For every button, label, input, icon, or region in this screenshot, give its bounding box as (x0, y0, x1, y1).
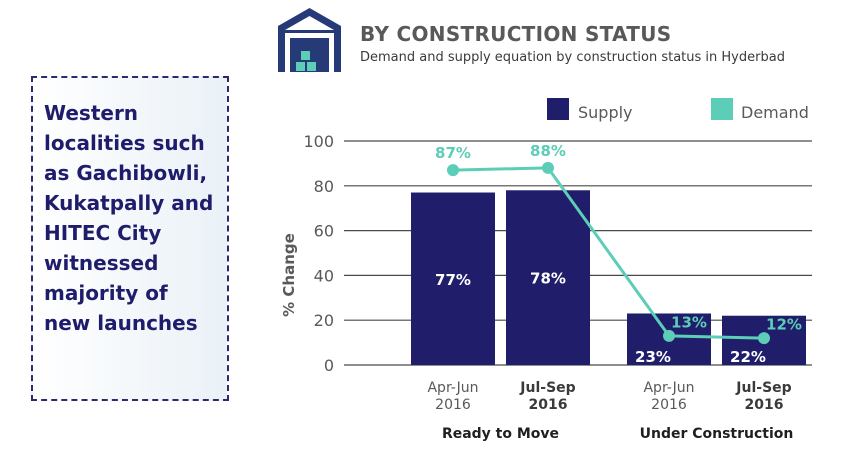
y-tick-label: 40 (314, 266, 334, 285)
demand-point (663, 329, 675, 342)
x-tick-year: 2016 (651, 397, 687, 413)
demand-data-label: 13% (671, 313, 707, 331)
demand-data-label: 88% (530, 142, 566, 160)
y-tick-label: 0 (324, 356, 334, 375)
demand-line (447, 161, 770, 345)
y-axis-ticks: 0 20 40 60 80 100 (303, 132, 334, 375)
y-axis-label: % Change (280, 233, 298, 317)
supply-data-label: 77% (435, 271, 471, 289)
demand-data-label: 12% (766, 316, 802, 334)
warehouse-icon (278, 8, 341, 72)
y-tick-label: 80 (314, 177, 334, 196)
y-tick-label: 60 (314, 222, 334, 241)
data-labels: 77% 78% 23% 22% 87% 88% 13% 12% (435, 142, 802, 366)
demand-line-path (452, 166, 765, 340)
x-tick-year: 2016 (745, 397, 784, 413)
legend-swatch-demand (711, 98, 733, 120)
legend: Supply Demand (547, 98, 809, 122)
demand-point (447, 164, 459, 177)
legend-label-demand: Demand (741, 103, 809, 122)
demand-point (758, 332, 770, 345)
y-tick-label: 100 (303, 132, 334, 151)
supply-data-label: 78% (530, 270, 566, 288)
supply-bar (411, 192, 495, 365)
x-tick-period: Apr-Jun (643, 380, 694, 396)
x-tick-year: 2016 (435, 397, 471, 413)
x-tick-period: Jul-Sep (735, 380, 791, 396)
y-tick-label: 20 (314, 311, 334, 330)
demand-point (542, 161, 554, 174)
chart-title: BY CONSTRUCTION STATUS (360, 22, 672, 46)
supply-data-label: 22% (730, 348, 766, 366)
x-tick-year: 2016 (529, 397, 568, 413)
callout-text: Western localities such as Gachibowli, K… (44, 101, 214, 335)
callout-box: Western localities such as Gachibowli, K… (31, 76, 229, 401)
legend-swatch-supply (547, 98, 569, 120)
supply-data-label: 23% (635, 348, 671, 366)
supply-bar (506, 190, 590, 365)
legend-label-supply: Supply (578, 103, 633, 122)
demand-data-label: 87% (435, 144, 471, 162)
x-tick-period: Jul-Sep (519, 380, 575, 396)
x-axis-categories: Apr-Jun2016Jul-Sep2016Apr-Jun2016Jul-Sep… (427, 380, 793, 442)
x-group-label: Under Construction (640, 426, 794, 442)
x-group-label: Ready to Move (442, 426, 559, 442)
x-tick-period: Apr-Jun (427, 380, 478, 396)
chart-subtitle: Demand and supply equation by constructi… (360, 50, 785, 65)
